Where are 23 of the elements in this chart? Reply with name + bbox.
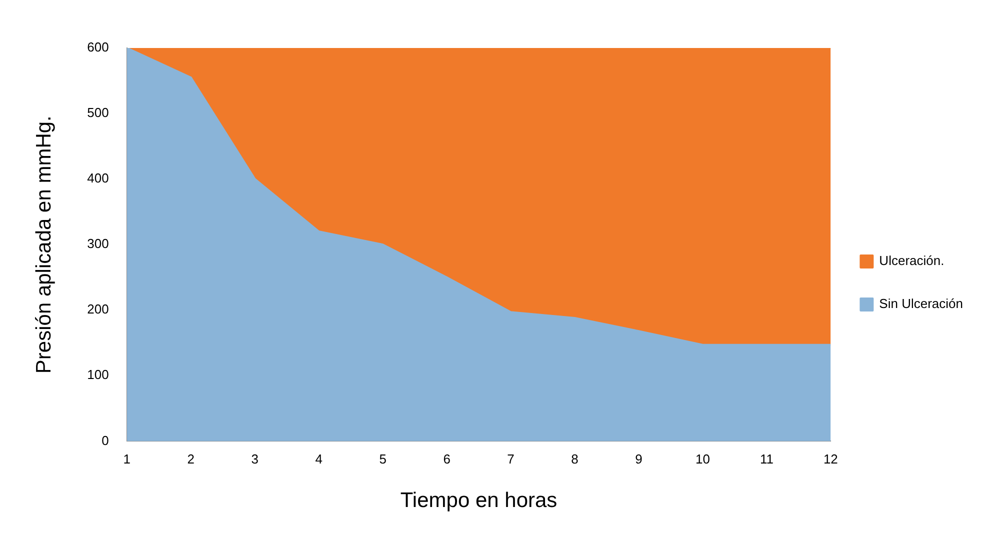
x-axis-title: Tiempo en horas	[400, 489, 558, 512]
y-axis-title: Presión aplicada en mmHg.	[32, 116, 56, 374]
x-tick-label: 8	[571, 452, 578, 467]
x-tick-label: 2	[187, 452, 194, 467]
y-tick-label: 100	[87, 367, 109, 382]
x-tick-label: 11	[760, 452, 774, 467]
y-tick-label: 200	[87, 302, 109, 317]
legend-label: Ulceración.	[879, 253, 944, 268]
x-tick-label: 7	[507, 452, 514, 467]
x-tick-label: 1	[123, 452, 131, 467]
x-tick-label: 4	[315, 452, 322, 467]
y-tick-label: 600	[87, 40, 109, 55]
y-tick-label: 500	[87, 105, 109, 120]
legend-label: Sin Ulceración	[879, 296, 964, 312]
y-tick-label: 300	[87, 236, 109, 252]
x-tick-label: 10	[695, 452, 710, 467]
y-tick-label: 400	[87, 170, 109, 186]
x-tick-label: 5	[379, 452, 386, 467]
x-tick-label: 12	[823, 452, 838, 467]
x-tick-label: 6	[443, 452, 450, 467]
x-tick-label: 3	[251, 452, 258, 467]
y-tick-label: 0	[102, 432, 109, 448]
x-tick-label: 9	[635, 452, 642, 467]
